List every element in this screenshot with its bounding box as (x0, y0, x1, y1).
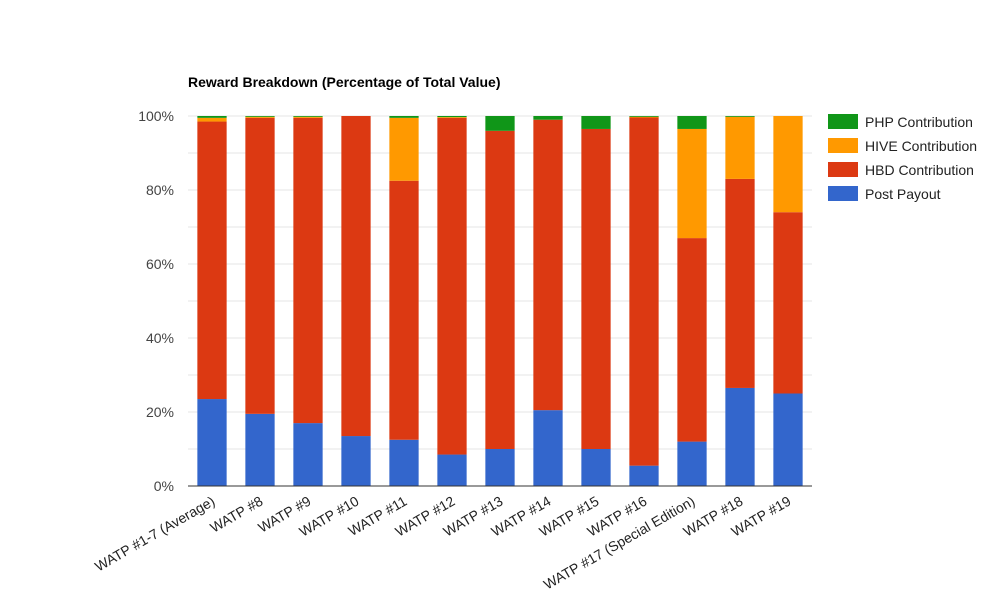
bar-segment (629, 465, 659, 486)
bar-segment (725, 116, 755, 179)
legend-swatch (828, 114, 858, 129)
legend: PHP Contribution HIVE Contribution HBD Con… (828, 114, 977, 202)
y-tick-label: 60% (146, 256, 174, 272)
bar-segment (293, 116, 323, 117)
x-tick-label: WATP #1-7 (Average) (92, 493, 217, 575)
bar-segment (197, 399, 227, 486)
bar-segment (197, 121, 227, 400)
bar-segment (725, 178, 755, 388)
bar-segment (677, 128, 707, 239)
bar-segment (629, 116, 659, 118)
bar-segment (293, 116, 323, 118)
y-tick-label: 20% (146, 404, 174, 420)
bar-segment (245, 413, 275, 486)
bar-segment (437, 117, 467, 118)
y-axis-ticks: 0% 20% 40% 60% 80% 100% (138, 108, 174, 494)
y-tick-label: 0% (154, 478, 174, 494)
bar-segment (389, 116, 419, 118)
bar-segment (581, 449, 611, 486)
bar-segment (437, 117, 467, 455)
bar-segment (389, 439, 419, 486)
bar-segment (533, 119, 563, 411)
bar-segment (293, 423, 323, 486)
bar-segment (197, 117, 227, 122)
bar-segment (485, 130, 515, 450)
bar-segment (437, 454, 467, 486)
bar-segment (389, 180, 419, 440)
y-tick-label: 80% (146, 182, 174, 198)
bar-segment (725, 387, 755, 486)
chart-title: Reward Breakdown (Percentage of Total Va… (188, 74, 500, 90)
legend-label: HIVE Contribution (865, 138, 977, 154)
x-tick-label: WATP #8 (207, 493, 265, 536)
bar-segment (629, 117, 659, 466)
bar-segment (677, 116, 707, 129)
bar-segment (389, 117, 419, 181)
bar-segment (773, 393, 803, 486)
bar-segment (773, 116, 803, 213)
bar-segment (485, 449, 515, 486)
legend-swatch (828, 162, 858, 177)
bar-segment (293, 117, 323, 424)
bar-segment (245, 116, 275, 118)
legend-label: HBD Contribution (865, 162, 974, 178)
bar-segment (437, 116, 467, 118)
bar-segment (245, 117, 275, 414)
bar-segment (581, 116, 611, 129)
bar-segment (245, 116, 275, 117)
legend-label: PHP Contribution (865, 114, 973, 130)
bar-segment (677, 238, 707, 442)
bar-segment (629, 116, 659, 117)
bar-segment (533, 116, 563, 120)
y-tick-label: 100% (138, 108, 174, 124)
bar-segment (341, 116, 371, 437)
legend-swatch (828, 186, 858, 201)
legend-swatch (828, 138, 858, 153)
bars (197, 116, 803, 486)
bar-segment (341, 436, 371, 486)
bar-segment (485, 116, 515, 131)
bar-segment (725, 116, 755, 117)
legend-label: Post Payout (865, 186, 941, 202)
bar-segment (533, 410, 563, 486)
y-tick-label: 40% (146, 330, 174, 346)
bar-segment (773, 212, 803, 394)
bar-segment (197, 116, 227, 118)
bar-segment (581, 128, 611, 449)
bar-segment (677, 441, 707, 486)
